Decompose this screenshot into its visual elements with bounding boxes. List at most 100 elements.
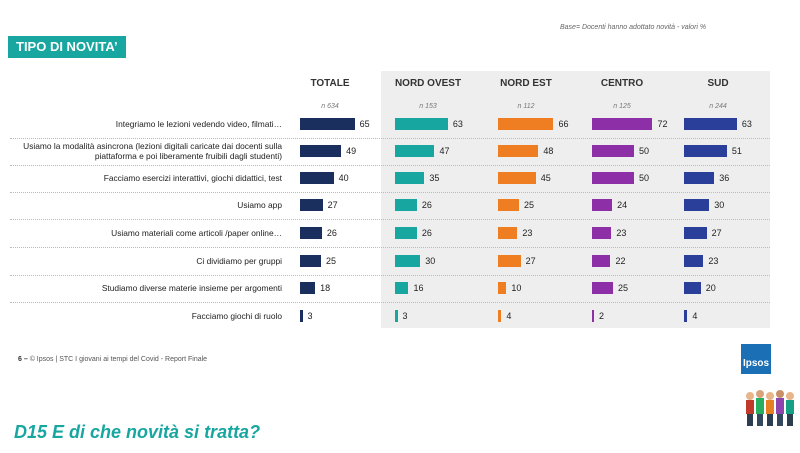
- bar-totale: [300, 118, 355, 130]
- bar-totale: [300, 282, 316, 294]
- bar-value-label: 18: [320, 283, 331, 293]
- bar-centro: [592, 145, 634, 157]
- bar-centro: [592, 255, 611, 267]
- row-separator: [10, 302, 770, 303]
- bar-sud: [684, 145, 727, 157]
- bar-value-label: 30: [714, 200, 725, 210]
- bar-nord-ovest: [395, 282, 409, 294]
- bar-value-label: 51: [731, 146, 742, 156]
- footer: 6 – © Ipsos | STC I giovani ai tempi del…: [18, 356, 207, 363]
- row-label: Integriamo le lezioni vedendo video, fil…: [115, 119, 282, 129]
- bar-nord-est: [498, 118, 554, 130]
- bar-sud: [684, 227, 707, 239]
- sample-size-totale: n 634: [321, 103, 339, 110]
- bar-value-label: 40: [338, 173, 349, 183]
- row-label: Usiamo app: [237, 200, 282, 210]
- bar-value-label: 25: [326, 256, 337, 266]
- page-number: 6 –: [18, 356, 28, 363]
- bar-value-label: 50: [639, 173, 650, 183]
- row-separator: [10, 137, 770, 139]
- bar-nord-est: [498, 145, 539, 157]
- row-label: Facciamo giochi di ruolo: [191, 311, 282, 321]
- row-separator: [10, 164, 770, 166]
- bar-value-label: 36: [719, 173, 730, 183]
- bar-value-label: 23: [616, 228, 627, 238]
- bar-totale: [300, 145, 342, 157]
- bar-value-label: 2: [599, 311, 605, 321]
- bar-value-label: 3: [402, 311, 408, 321]
- bar-value-label: 35: [429, 173, 440, 183]
- bar-value-label: 26: [326, 228, 337, 238]
- bar-value-label: 63: [452, 119, 463, 129]
- bar-nord-est: [498, 310, 502, 322]
- bar-value-label: 24: [617, 200, 628, 210]
- bar-nord-ovest: [395, 118, 448, 130]
- bar-nord-est: [498, 282, 507, 294]
- bar-value-label: 25: [618, 283, 629, 293]
- bar-value-label: 66: [558, 119, 569, 129]
- sample-size-nord-ovest: n 153: [419, 103, 437, 110]
- bar-centro: [592, 118, 653, 130]
- bar-nord-ovest: [395, 172, 425, 184]
- bar-value-label: 50: [639, 146, 650, 156]
- bar-value-label: 65: [359, 119, 370, 129]
- bar-totale: [300, 227, 322, 239]
- bar-value-label: 10: [511, 283, 522, 293]
- ipsos-logo-text: Ipsos: [743, 358, 770, 369]
- bar-sud: [684, 255, 704, 267]
- bar-nord-est: [498, 227, 518, 239]
- bar-nord-ovest: [395, 310, 398, 322]
- column-header-sud: SUD: [707, 78, 729, 89]
- bar-value-label: 27: [327, 200, 338, 210]
- bar-value-label: 63: [741, 119, 752, 129]
- bar-value-label: 23: [522, 228, 533, 238]
- bar-sud: [684, 172, 715, 184]
- column-header-totale: TOTALE: [310, 78, 350, 89]
- bar-value-label: 72: [657, 119, 668, 129]
- bar-sud: [684, 199, 710, 211]
- bar-sud: [684, 310, 688, 322]
- section-title: TIPO DI NOVITA’: [8, 36, 126, 58]
- bar-nord-ovest: [395, 199, 417, 211]
- bar-totale: [300, 199, 323, 211]
- bar-value-label: 22: [615, 256, 626, 266]
- bar-value-label: 26: [421, 228, 432, 238]
- column-header-nord-est: NORD EST: [500, 78, 552, 89]
- bar-nord-est: [498, 255, 521, 267]
- students-illustration: [746, 390, 794, 426]
- bar-totale: [300, 172, 334, 184]
- bar-centro: [592, 227, 612, 239]
- row-label: Ci dividiamo per gruppi: [196, 256, 282, 266]
- bar-nord-est: [498, 172, 536, 184]
- bar-value-label: 23: [708, 256, 719, 266]
- bar-value-label: 3: [307, 311, 313, 321]
- column-header-centro: CENTRO: [600, 78, 644, 89]
- sample-size-centro: n 125: [613, 103, 631, 110]
- bar-value-label: 26: [421, 200, 432, 210]
- bar-nord-ovest: [395, 227, 417, 239]
- sample-size-nord-est: n 112: [517, 103, 535, 110]
- row-separator: [10, 247, 770, 248]
- bar-centro: [592, 310, 594, 322]
- row-separator: [10, 219, 770, 220]
- bar-centro: [592, 282, 613, 294]
- bar-nord-ovest: [395, 255, 421, 267]
- bar-nord-est: [498, 199, 519, 211]
- bar-centro: [592, 199, 613, 211]
- bar-totale: [300, 310, 303, 322]
- bar-value-label: 27: [525, 256, 536, 266]
- row-label: Usiamo la modalità asincrona (lezioni di…: [23, 141, 282, 161]
- bar-value-label: 45: [540, 173, 551, 183]
- bar-value-label: 30: [425, 256, 436, 266]
- sample-size-sud: n 244: [709, 103, 727, 110]
- row-label: Studiamo diverse materie insieme per arg…: [101, 283, 282, 293]
- row-label: Facciamo esercizi interattivi, giochi di…: [103, 173, 282, 183]
- bar-value-label: 27: [711, 228, 722, 238]
- bar-value-label: 4: [506, 311, 512, 321]
- question-text: D15 E di che novità si tratta?: [14, 422, 261, 442]
- bar-value-label: 48: [543, 146, 554, 156]
- bar-totale: [300, 255, 321, 267]
- bar-value-label: 25: [524, 200, 535, 210]
- bar-centro: [592, 172, 634, 184]
- bar-value-label: 16: [413, 283, 424, 293]
